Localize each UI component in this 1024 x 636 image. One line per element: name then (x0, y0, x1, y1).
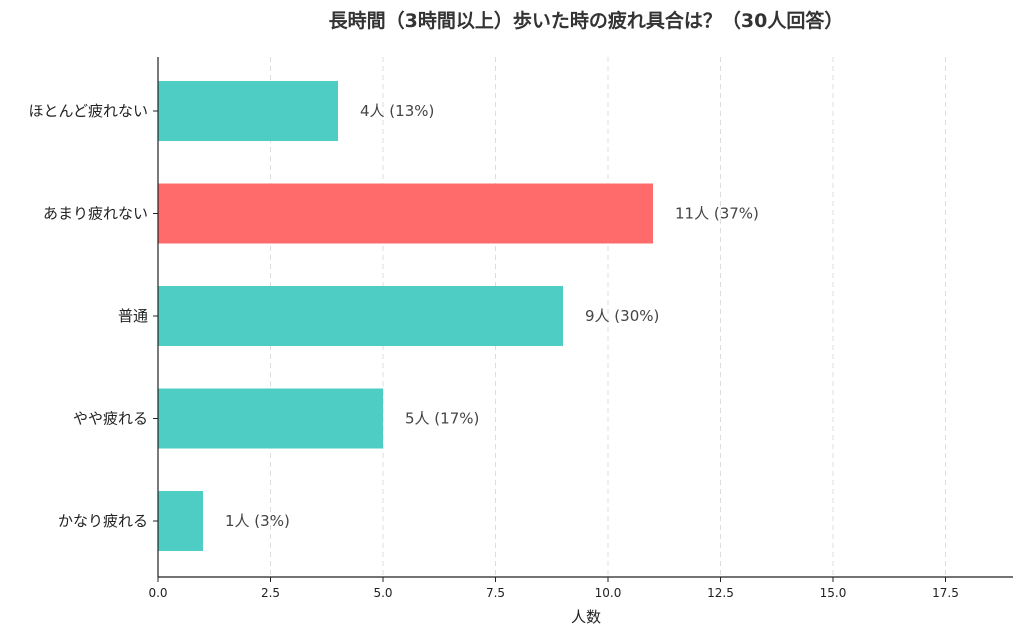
bar (158, 491, 203, 551)
x-tick-label: 10.0 (595, 586, 622, 600)
x-tick-label: 7.5 (486, 586, 505, 600)
chart-title: 長時間（3時間以上）歩いた時の疲れ具合は？（30人回答） (329, 9, 844, 32)
x-axis-label: 人数 (571, 608, 601, 626)
bar (158, 388, 383, 449)
y-tick-label: かなり疲れる (58, 512, 148, 530)
data-label: 4人 (13%) (360, 102, 434, 120)
x-tick-label: 12.5 (707, 586, 734, 600)
bar (158, 286, 563, 346)
bar (158, 81, 338, 141)
x-tick-label: 17.5 (932, 586, 959, 600)
data-label: 1人 (3%) (225, 512, 290, 530)
y-tick-label: やや疲れる (73, 410, 148, 428)
y-tick-label: ほとんど疲れない (28, 102, 148, 120)
y-tick-label: 普通 (118, 307, 148, 325)
x-tick-label: 2.5 (261, 586, 280, 600)
y-tick-label: あまり疲れない (43, 205, 148, 223)
bar (158, 183, 653, 244)
data-label: 5人 (17%) (405, 410, 479, 428)
data-label: 11人 (37%) (675, 205, 759, 223)
x-tick-label: 5.0 (373, 586, 392, 600)
x-tick-label: 0.0 (148, 586, 167, 600)
x-tick-label: 15.0 (820, 586, 847, 600)
data-label: 9人 (30%) (585, 307, 659, 325)
